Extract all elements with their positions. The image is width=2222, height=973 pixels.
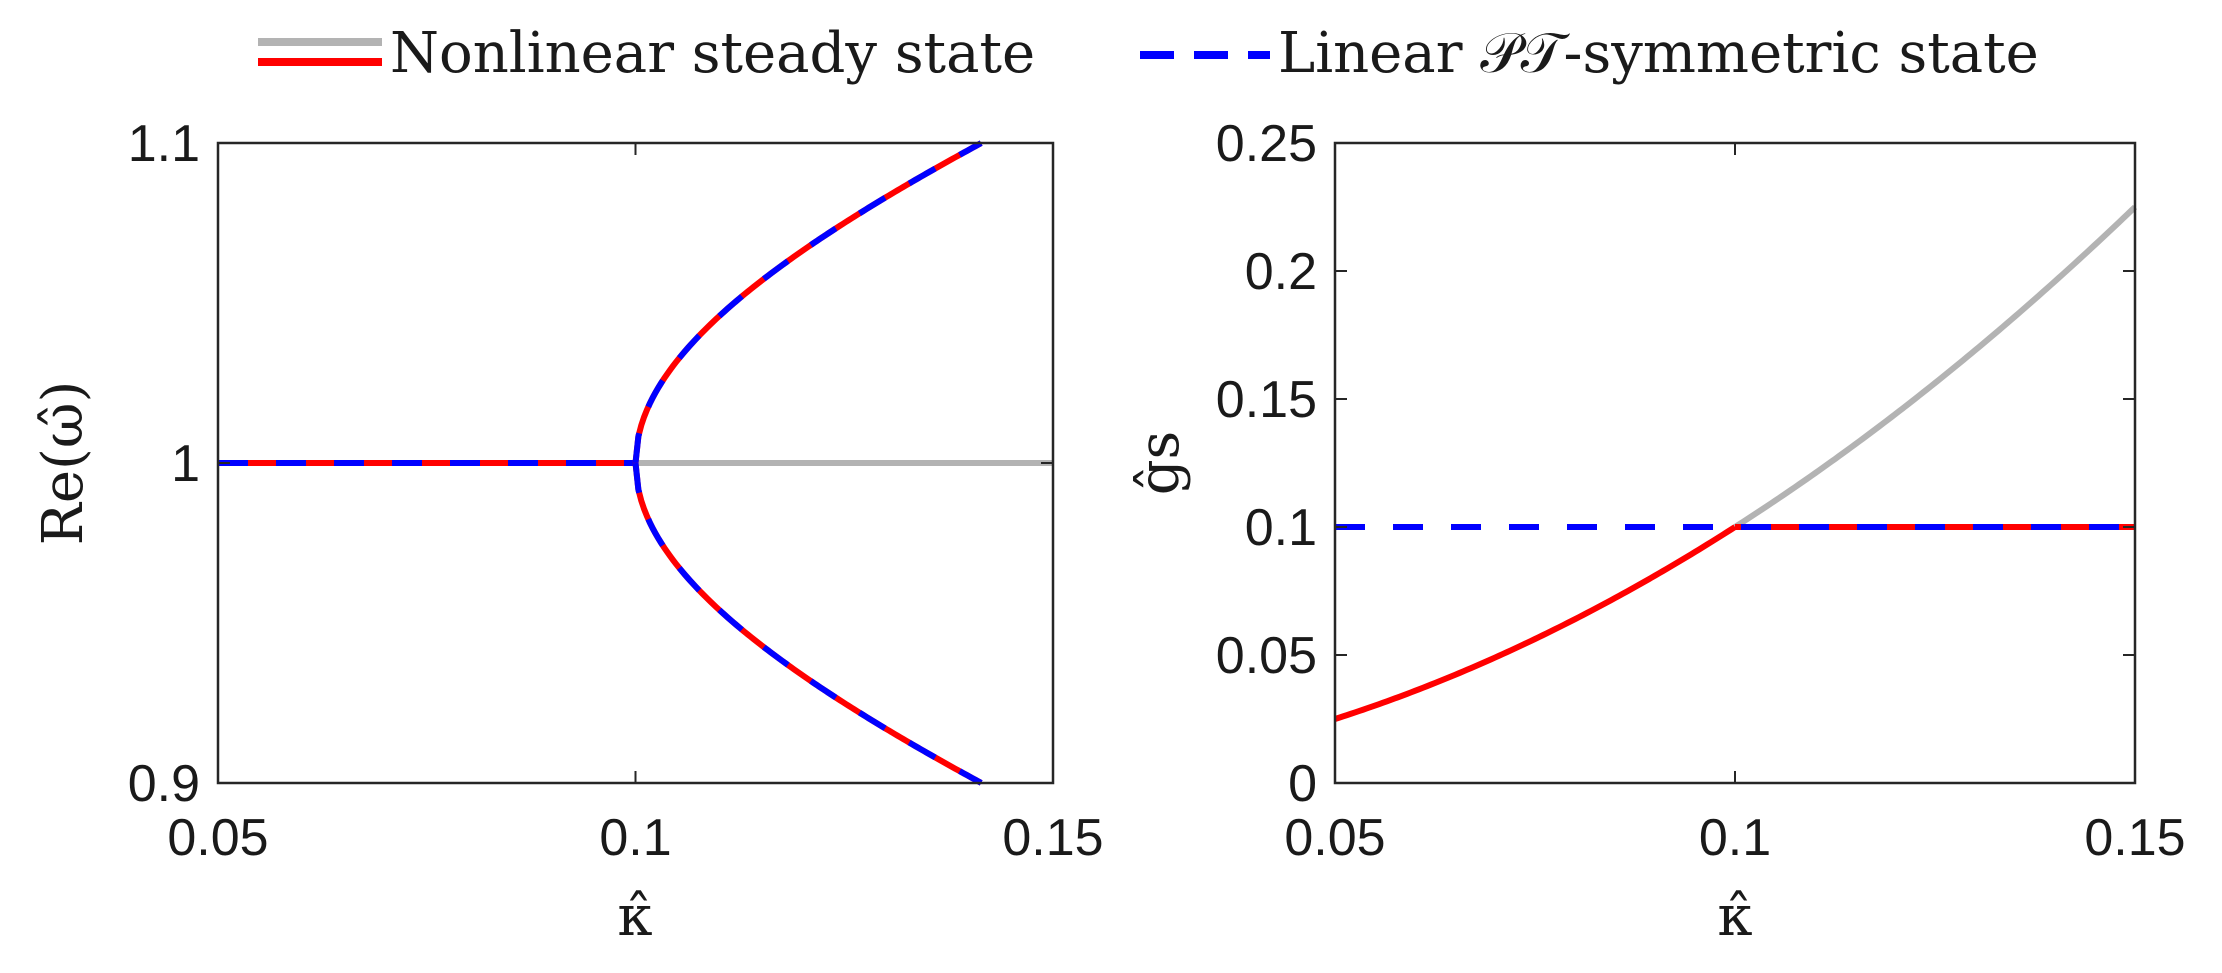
right-ytick-label: 0.2 [1245,243,1317,301]
right-xtick-label: 0.05 [1284,809,1385,867]
left-yticks: 0.9 1 1.1 [128,115,1053,813]
right-gray-curve [1733,204,2138,530]
right-ytick-label: 0.1 [1245,499,1317,557]
right-xlabel: κ̂ [1718,884,1753,949]
right-red-curve [1334,524,1737,722]
right-ytick-label: 0 [1288,755,1317,813]
left-xtick-label: 0.1 [599,809,671,867]
legend-label-linear-pt: Linear 𝒫𝒯-symmetric state [1278,21,2039,86]
left-xlabel: κ̂ [618,884,653,949]
panel-right-g-s: 0.05 0.1 0.15 00.050.10.150.20.25 κ̂ ĝs [1127,115,2186,949]
left-xticks: 0.05 0.1 0.15 [167,143,1104,867]
right-yticks: 0 0.05 0.1 0.15 0.2 0.25 [1216,115,2135,813]
left-ytick-label: 1.1 [128,115,200,173]
left-xtick-label: 0.15 [1002,809,1103,867]
right-ytick-label: 0.25 [1216,115,1317,173]
right-ytick-label: 0.05 [1216,627,1317,685]
right-xtick-label: 0.1 [1699,809,1771,867]
left-xtick-label: 0.05 [167,809,268,867]
left-ytick-label: 0.9 [128,755,200,813]
right-xtick-label: 0.15 [2084,809,2185,867]
plot-area-right [1335,143,2135,783]
legend-label-nonlinear: Nonlinear steady state [390,21,1035,86]
left-upper-branch-blue-dashed [632,140,983,464]
panel-left-re-omega: 0.05 0.1 0.15 0.9 1 1.1 κ̂ Re(ω̂) [31,115,1104,949]
legend: Nonlinear steady state Linear 𝒫𝒯-symmetr… [258,21,2039,86]
right-ylabel: ĝs [1127,431,1192,496]
left-ylabel: Re(ω̂) [31,381,96,546]
left-ytick-label: 1 [171,435,200,493]
right-curves [1334,204,2138,722]
left-curves [218,140,1053,786]
right-ytick-label: 0.15 [1216,371,1317,429]
right-xticks: 0.05 0.1 0.15 [1284,143,2186,867]
left-lower-branch-blue-dashed [632,462,983,786]
